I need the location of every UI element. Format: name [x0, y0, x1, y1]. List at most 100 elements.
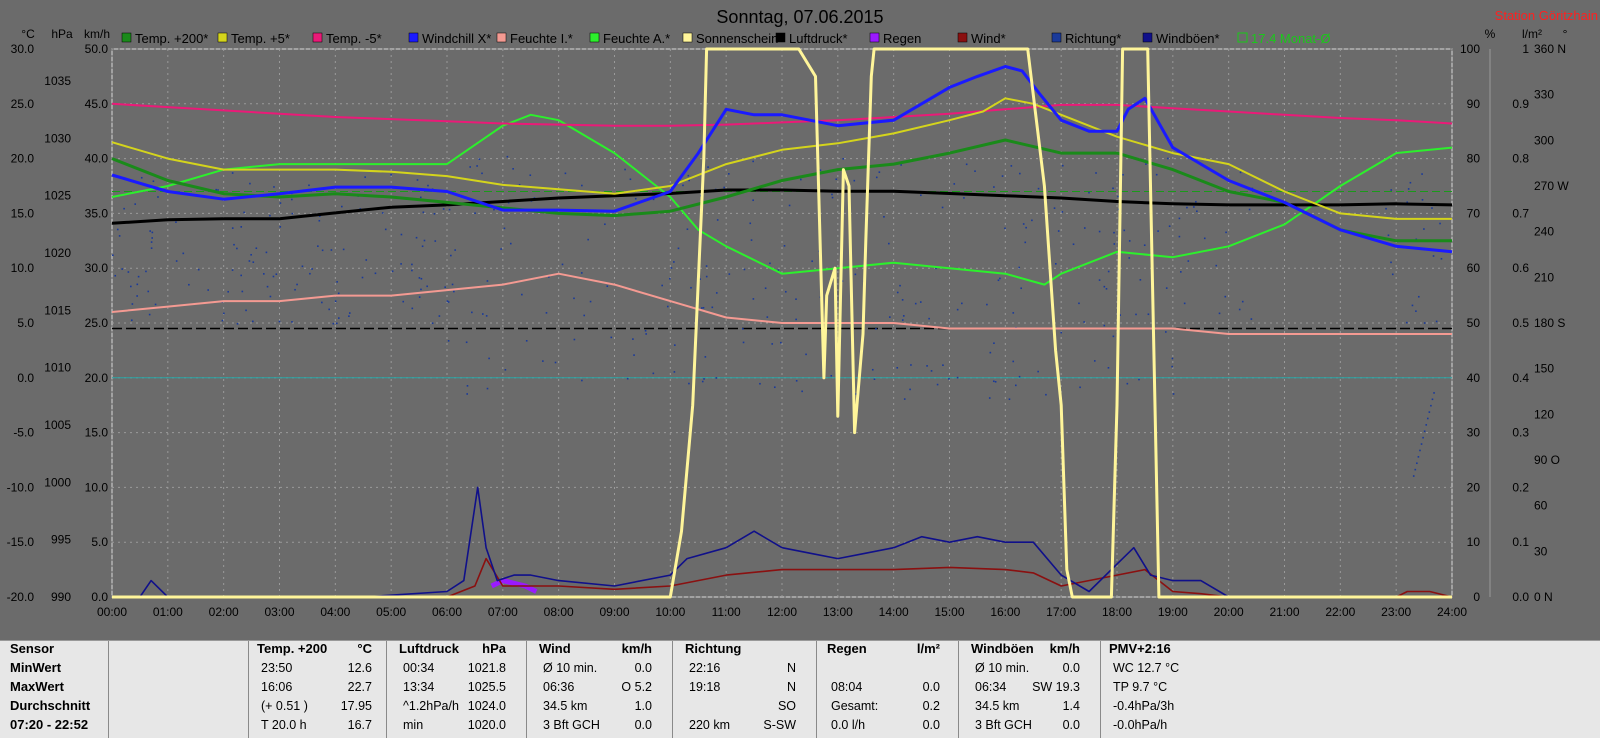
direction-point — [1103, 285, 1106, 288]
y-tick-temperature: 20.0 — [11, 152, 35, 166]
direction-point — [1165, 331, 1167, 333]
y-tick-rain: 0.2 — [1512, 480, 1529, 494]
direction-point — [1061, 164, 1064, 167]
series-temp-minus5 — [111, 102, 1453, 127]
direction-point — [197, 268, 200, 271]
direction-point — [811, 260, 813, 263]
direction-point — [1093, 360, 1096, 362]
y-tick-temperature: 10.0 — [11, 261, 35, 275]
y-tick-pressure: 1020 — [44, 246, 71, 260]
direction-point — [583, 314, 586, 317]
direction-point — [411, 269, 413, 272]
direction-point — [910, 364, 912, 366]
direction-point — [419, 196, 422, 199]
legend-swatch — [682, 32, 693, 43]
direction-point — [1107, 270, 1110, 273]
direction-point — [800, 178, 802, 181]
direction-point — [1025, 226, 1027, 229]
direction-point — [121, 268, 123, 270]
direction-point — [175, 221, 177, 223]
stat-cell-label: 3 Bft GCH — [543, 718, 600, 732]
sensor-row-label: 07:20 - 22:52 — [10, 717, 89, 732]
direction-point — [321, 249, 324, 252]
direction-point — [561, 263, 564, 266]
direction-point — [899, 284, 901, 287]
direction-point — [334, 300, 337, 302]
direction-point — [447, 340, 450, 342]
direction-point — [151, 231, 154, 234]
direction-point — [391, 270, 394, 273]
direction-point — [1113, 243, 1116, 245]
y-tick-direction: 180 S — [1534, 316, 1565, 330]
stat-cell-value: 0.0 — [634, 718, 652, 732]
direction-point — [420, 288, 422, 291]
y-tick-percent: 60 — [1467, 261, 1481, 275]
direction-point — [1147, 313, 1150, 316]
direction-point — [236, 322, 239, 325]
stat-cell-value: 0.0 — [922, 718, 940, 732]
direction-point — [701, 380, 704, 383]
axis-unit-left: °C — [21, 27, 35, 41]
direction-point — [542, 360, 544, 362]
direction-point — [819, 169, 822, 172]
direction-point — [652, 198, 655, 201]
x-tick-time: 21:00 — [1269, 605, 1299, 619]
series-temp-plus5 — [111, 97, 1452, 220]
x-tick-time: 09:00 — [599, 605, 629, 619]
direction-point — [961, 302, 963, 305]
legend-label: Temp. -5* — [326, 31, 382, 46]
direction-point — [296, 283, 298, 286]
direction-point — [1088, 191, 1090, 194]
stat-cell-label: min — [403, 718, 424, 732]
direction-point — [157, 196, 159, 198]
stat-cell-value: 1020.0 — [467, 718, 506, 732]
direction-point — [752, 199, 754, 202]
legend-label: Temp. +200* — [135, 31, 208, 46]
direction-point — [956, 308, 959, 311]
direction-point — [688, 179, 690, 182]
direction-point — [997, 279, 1000, 282]
legend-label: Windchill X* — [422, 31, 491, 46]
direction-point — [1420, 443, 1423, 445]
direction-point — [875, 328, 877, 330]
direction-point — [1157, 230, 1159, 232]
y-tick-direction: 360 N — [1534, 42, 1566, 56]
direction-point — [1431, 398, 1434, 401]
direction-point — [465, 341, 468, 344]
direction-point — [275, 273, 278, 276]
stat-column-header: Wind — [539, 641, 571, 656]
direction-point — [1061, 211, 1064, 213]
y-tick-wind: 15.0 — [85, 426, 109, 440]
direction-point — [545, 312, 548, 314]
x-tick-time: 00:00 — [97, 605, 127, 619]
direction-point — [795, 298, 797, 300]
direction-point — [974, 170, 976, 172]
direction-point — [233, 243, 235, 246]
direction-point — [1417, 295, 1420, 298]
x-tick-time: 18:00 — [1102, 605, 1132, 619]
direction-point — [308, 184, 310, 187]
direction-point — [431, 322, 434, 325]
direction-point — [272, 275, 275, 278]
direction-point — [669, 277, 671, 280]
direction-point — [1168, 225, 1171, 228]
direction-point — [1195, 200, 1197, 203]
direction-point — [883, 216, 885, 218]
x-tick-time: 01:00 — [153, 605, 183, 619]
direction-point — [411, 307, 414, 310]
direction-point — [1004, 227, 1006, 230]
stat-cell-value: 12.6 — [347, 661, 372, 675]
direction-point — [330, 249, 333, 251]
y-tick-direction: 0 N — [1534, 590, 1553, 604]
direction-point — [1083, 227, 1086, 229]
direction-point — [223, 312, 225, 315]
direction-point — [348, 312, 351, 314]
direction-point — [1412, 475, 1415, 477]
direction-point — [1422, 436, 1424, 439]
x-tick-time: 15:00 — [934, 605, 964, 619]
direction-point — [509, 242, 512, 245]
legend-swatch — [957, 32, 968, 43]
stat-cell-value: 22.7 — [347, 680, 372, 694]
direction-point — [411, 263, 413, 266]
x-tick-time: 08:00 — [544, 605, 574, 619]
